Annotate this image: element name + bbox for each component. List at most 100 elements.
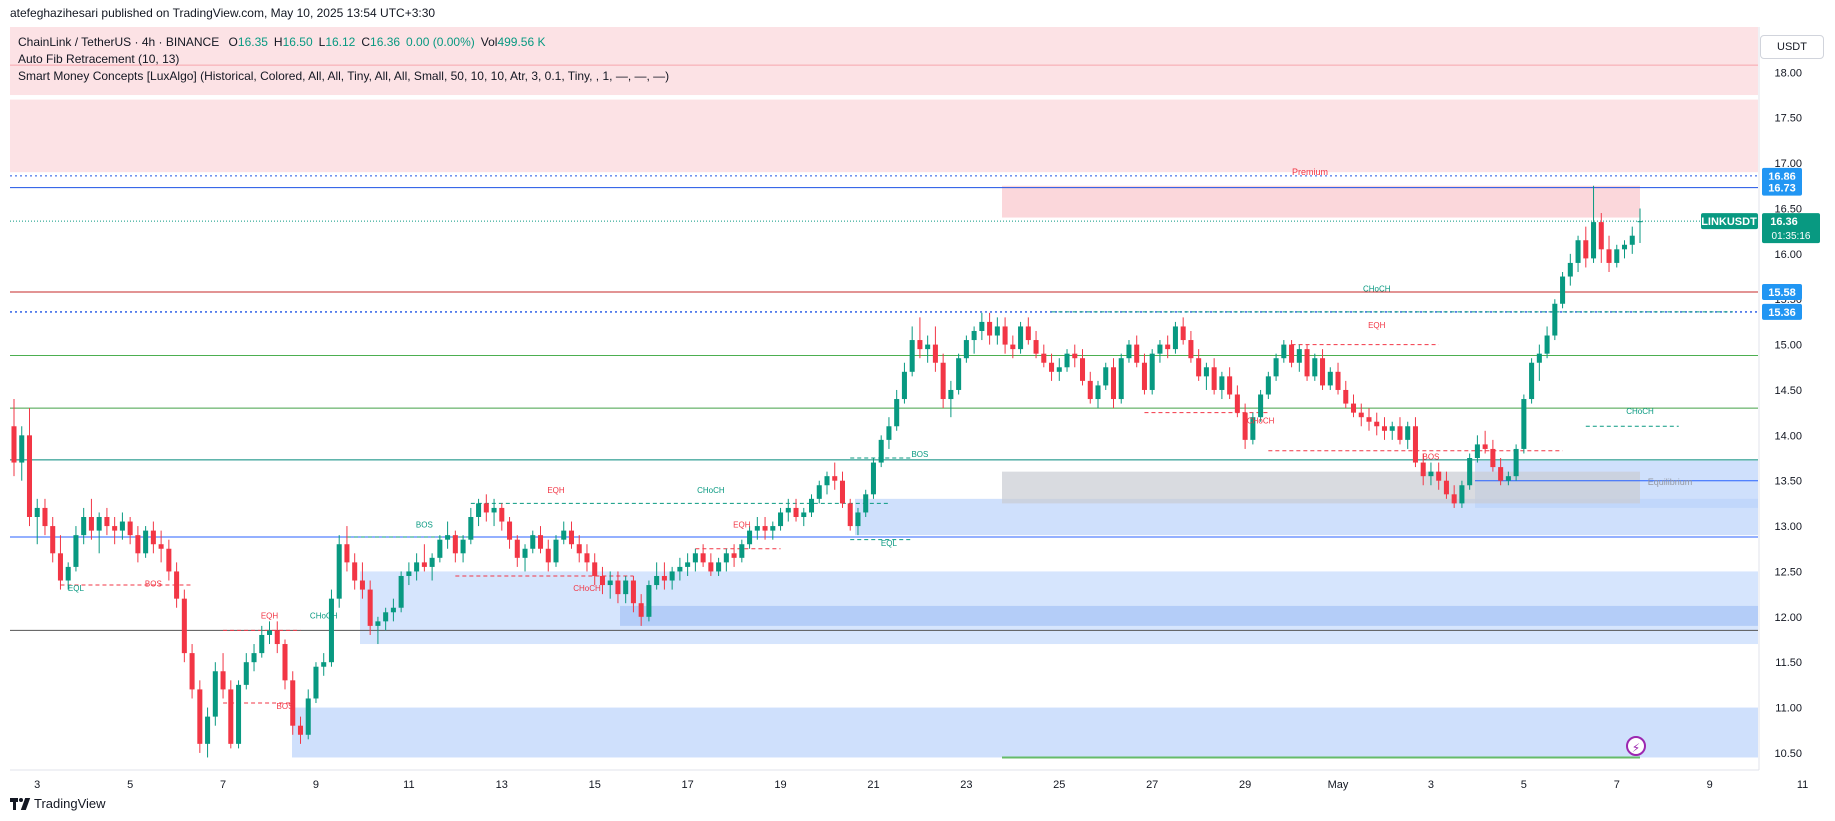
x-tick-label: 13 — [496, 779, 508, 791]
legend-ohlc-item: 0.00 (0.00%) — [406, 35, 475, 49]
candle-body — [57, 553, 63, 581]
candle-body — [437, 539, 443, 558]
legend-ohlc: O16.35 H16.50 L16.12 C16.36 0.00 (0.00%) Vol4… — [223, 35, 546, 49]
candle-body — [685, 562, 691, 567]
legend-ohlc-value: 16.12 — [325, 35, 356, 49]
structure-label: EQH — [547, 486, 565, 495]
price-badge-label: 15.36 — [1768, 307, 1796, 319]
legend-indicator-smc[interactable]: Smart Money Concepts [LuxAlgo] (Historic… — [18, 69, 670, 83]
price-badge[interactable] — [1762, 179, 1802, 196]
candle-body — [150, 530, 156, 545]
candle-body — [1165, 344, 1171, 350]
candle-body — [932, 344, 938, 363]
candle-body — [1010, 344, 1016, 350]
candle-body — [1498, 467, 1504, 481]
candle-body — [808, 498, 815, 513]
candle-body — [189, 653, 195, 690]
candle-body — [491, 507, 497, 513]
candle-body — [801, 512, 807, 517]
candle-body — [530, 535, 536, 549]
x-tick-label: 7 — [1614, 779, 1620, 791]
candle-body — [1583, 240, 1589, 259]
bolt-icon[interactable]: ⚡ — [1626, 736, 1646, 756]
candle-body — [1188, 340, 1194, 359]
candle-body — [940, 362, 946, 400]
candle-body — [1405, 426, 1411, 440]
structure-label: BOS — [145, 580, 162, 589]
structure-label: CHoCH — [310, 611, 338, 620]
candle-body — [19, 435, 25, 463]
candle-body — [1459, 485, 1465, 504]
candle-body — [1219, 376, 1225, 390]
candle-body — [1521, 399, 1527, 449]
structure-label: CHoCH — [573, 584, 601, 593]
candle-body — [956, 358, 962, 390]
price-badge[interactable] — [1762, 283, 1802, 300]
candle-body — [1412, 426, 1418, 463]
y-tick-label: 12.50 — [1774, 566, 1802, 578]
candle-body — [1110, 367, 1117, 400]
candle-body — [96, 517, 102, 531]
structure-label: BOS — [1422, 453, 1439, 462]
discount-zone-low — [292, 707, 1758, 758]
legend-indicator-fib[interactable]: Auto Fib Retracement (10, 13) — [18, 52, 180, 66]
candle-body — [553, 539, 559, 563]
candle-body — [646, 585, 652, 617]
candle-body — [1196, 358, 1202, 377]
candle-body — [770, 526, 776, 531]
order-block-bearish — [1002, 185, 1640, 218]
structure-label: EQH — [1368, 321, 1386, 330]
candle-body — [1126, 344, 1132, 359]
candle-body — [1103, 367, 1109, 386]
price-badge[interactable] — [1762, 303, 1802, 320]
candle-body — [1513, 448, 1519, 477]
candle-body — [460, 539, 466, 554]
candle-body — [1467, 458, 1473, 486]
currency-selector[interactable]: USDT — [1760, 35, 1824, 59]
legend-ohlc-value: 16.50 — [282, 35, 313, 49]
legend-ohlc-value: 0.00 (0.00%) — [406, 35, 475, 49]
candle-body — [166, 548, 172, 572]
candle-body — [878, 439, 884, 463]
candle-body — [847, 503, 853, 527]
premium-label: Premium — [1292, 167, 1328, 177]
x-tick-label: 5 — [127, 779, 133, 791]
candle-body — [1591, 222, 1597, 259]
candle-body — [328, 598, 334, 663]
legend-ohlc-item: L16.12 — [319, 35, 356, 49]
candle-body — [754, 526, 760, 531]
legend-ohlc-value: 16.36 — [370, 35, 401, 49]
equilibrium-zone — [1002, 471, 1640, 504]
candle-body — [344, 544, 350, 563]
legend-symbol[interactable]: ChainLink / TetherUS · 4h · BINANCE — [18, 35, 220, 49]
candle-body — [623, 580, 629, 595]
countdown-label: 01:35:16 — [1772, 231, 1811, 242]
candle-body — [1095, 385, 1101, 400]
x-tick-label: 23 — [960, 779, 972, 791]
candle-body — [762, 526, 768, 531]
candle-body — [1451, 494, 1457, 504]
candle-body — [948, 389, 954, 400]
candle-body — [607, 580, 613, 586]
candle-body — [1211, 367, 1217, 390]
structure-label: BOS — [277, 702, 294, 711]
legend-ohlc-key: H — [273, 35, 283, 49]
candle-body — [406, 571, 412, 576]
structure-label: CHoCH — [697, 486, 725, 495]
last-price-badge[interactable] — [1762, 213, 1820, 244]
candle-body — [793, 507, 799, 517]
candle-body — [514, 539, 520, 558]
candle-body — [1474, 444, 1480, 459]
candle-body — [1381, 426, 1388, 431]
candle-body — [476, 503, 482, 517]
candle-body — [507, 521, 513, 540]
candle-body — [197, 689, 203, 744]
candle-body — [677, 566, 683, 572]
candle-body — [661, 575, 667, 581]
ticker-badge[interactable] — [1701, 213, 1758, 230]
x-tick-label: 29 — [1239, 779, 1251, 791]
price-badge-label: 16.73 — [1768, 183, 1796, 195]
tradingview-brand[interactable]: TradingView — [10, 796, 106, 811]
legend-ohlc-value: 499.56 K — [497, 35, 546, 49]
